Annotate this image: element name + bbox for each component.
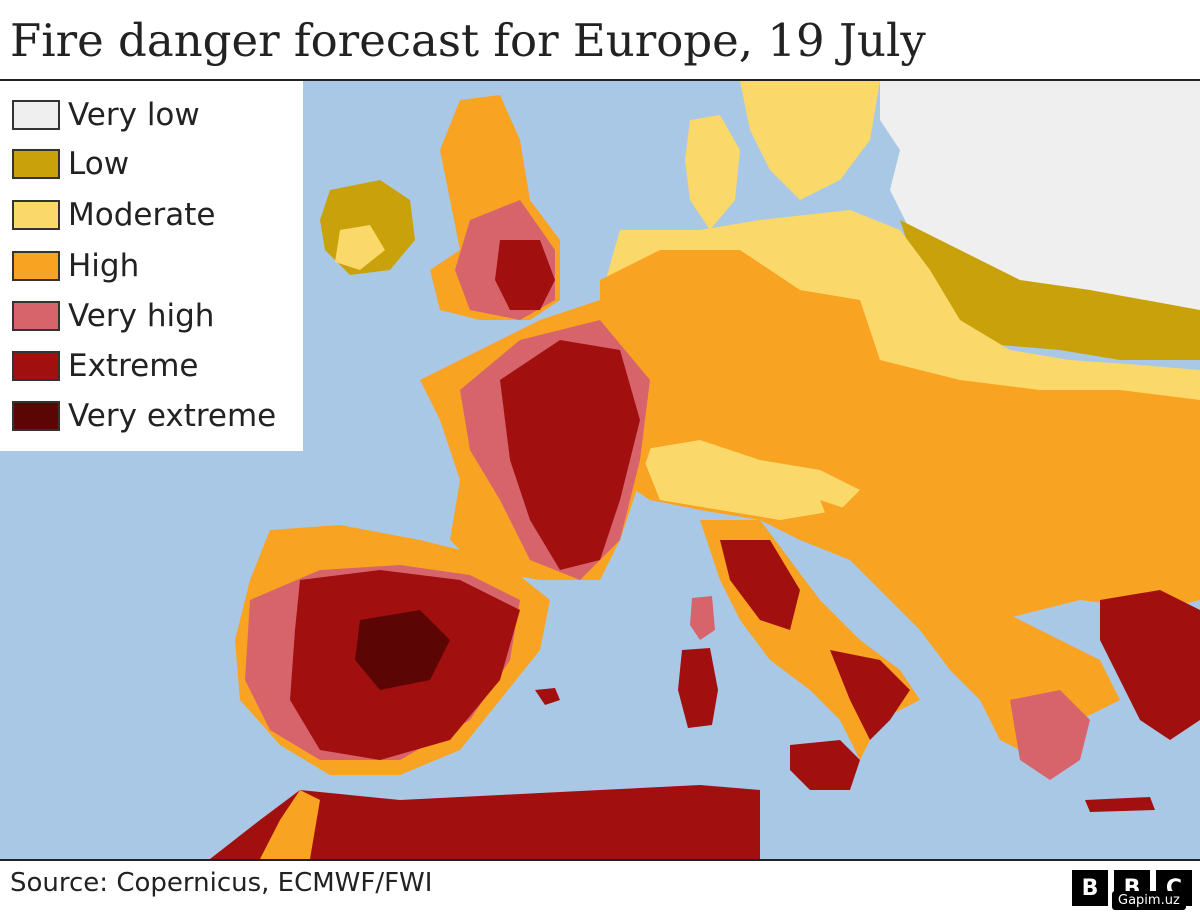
legend-swatch [12,200,60,230]
region-ireland-moderate [335,225,385,270]
region-north-africa [210,785,760,859]
region-eastern-europe-very-low [880,81,1200,320]
region-denmark [685,115,740,230]
fire-danger-map [0,81,1200,859]
region-north-africa-high [260,790,320,859]
legend-swatch [12,149,60,179]
region-iberia-very-extreme [355,610,450,690]
region-italy-extreme [720,540,800,630]
bbc-logo-letter: B [1072,870,1108,906]
legend-item-low: Low [12,146,129,182]
legend-item-extreme: Extreme [12,348,199,384]
legend-item-very-low: Very low [12,97,200,133]
legend-label: Very extreme [68,398,277,434]
legend-label: Very high [68,298,215,334]
region-sardinia [678,648,718,728]
legend-item-moderate: Moderate [12,197,215,233]
region-greece-coast [1100,590,1200,740]
legend-swatch [12,351,60,381]
legend-swatch [12,100,60,130]
legend-swatch [12,301,60,331]
region-alps [640,440,860,520]
legend-swatch [12,401,60,431]
region-italy-south [830,650,910,740]
legend-label: Very low [68,97,200,133]
legend-item-high: High [12,248,139,284]
region-greece-south [1010,690,1090,780]
legend-item-very-high: Very high [12,298,214,334]
watermark: Gapim.uz [1112,891,1186,910]
source-credit: Source: Copernicus, ECMWF/FWI [10,868,433,898]
legend: Very low Low Moderate High Very high Ext… [0,81,303,451]
region-france-extreme [500,340,640,570]
region-england-extreme [495,240,555,310]
title-divider [0,79,1200,81]
region-corsica [690,596,715,640]
legend-swatch [12,251,60,281]
region-scandinavia [740,81,880,200]
region-low-band [900,220,1200,360]
legend-label: Low [68,146,130,182]
region-high-central [600,250,1200,640]
legend-label: Extreme [68,348,199,384]
legend-label: High [68,248,140,284]
map-title: Fire danger forecast for Europe, 19 July [10,14,926,67]
legend-label: Moderate [68,197,216,233]
region-sicily [790,740,860,790]
region-balearic [535,688,560,705]
legend-item-very-extreme: Very extreme [12,398,276,434]
region-crete [1085,797,1155,812]
footer-divider [0,859,1200,861]
